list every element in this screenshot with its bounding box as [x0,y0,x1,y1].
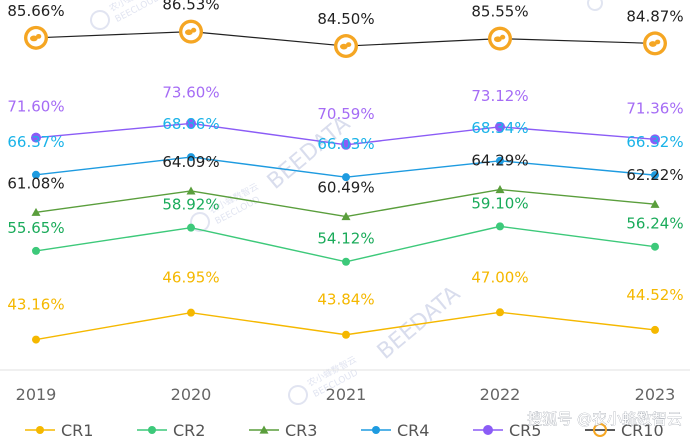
legend-item-cr4[interactable]: CR4 [361,421,429,440]
data-label-cr2-2019: 55.65% [7,219,64,237]
legend-item-cr1[interactable]: CR1 [25,421,93,440]
x-tick-2019: 2019 [16,385,57,404]
data-label-cr2-2021: 54.12% [317,230,374,248]
point-cr10-2020 [179,19,203,44]
point-cr2-2022 [496,222,504,231]
point-cr2-2020 [187,223,195,232]
x-tick-2021: 2021 [326,385,367,404]
data-label-cr3-2023: 62.22% [626,166,683,184]
legend-item-cr2[interactable]: CR2 [137,421,205,440]
series-cr5 [31,118,660,150]
point-cr4-2021 [342,173,350,182]
data-label-cr4-2020: 68.86% [162,115,219,133]
point-cr1-2023 [651,325,659,334]
point-cr4-2020 [187,153,195,162]
series-cr10 [24,19,667,59]
point-cr3-2022 [495,185,505,194]
point-cr5-2022 [495,121,505,132]
data-label-cr5-2020: 73.60% [162,83,219,101]
point-cr1-2022 [496,308,504,317]
data-label-cr2-2020: 58.92% [162,196,219,214]
data-label-cr1-2022: 47.00% [471,268,528,286]
point-cr3-2019 [31,207,41,216]
legend-item-cr10[interactable]: CR10 [585,421,664,440]
point-cr1-2019 [32,335,40,344]
data-label-cr10-2019: 85.66% [7,2,64,20]
data-label-cr10-2023: 84.87% [626,7,683,25]
legend-label-cr1: CR1 [61,421,93,440]
series-cr1 [32,308,659,344]
legend-label-cr3: CR3 [285,421,317,440]
legend-label-cr5: CR5 [509,421,541,440]
x-tick-2020: 2020 [171,385,212,404]
data-label-cr5-2023: 71.36% [626,99,683,117]
point-cr5-2023 [650,134,660,145]
data-label-cr1-2021: 43.84% [317,291,374,309]
watermark-logo-corner [587,0,603,12]
point-cr1-2021 [342,330,350,339]
legend-marker-cr10 [593,423,607,437]
point-cr3-2020 [186,186,196,195]
point-cr10-2023 [643,31,667,56]
legend-label-cr10: CR10 [621,421,664,440]
point-cr2-2019 [32,246,40,255]
data-label-cr4-2019: 66.37% [7,133,64,151]
point-cr4-2022 [496,156,504,165]
x-tick-2022: 2022 [480,385,521,404]
series-cr2 [32,222,659,266]
legend-label-cr4: CR4 [397,421,429,440]
data-label-cr4-2023: 66.32% [626,133,683,151]
data-label-cr1-2019: 43.16% [7,296,64,314]
data-label-cr3-2022: 64.29% [471,152,528,170]
data-label-cr1-2023: 44.52% [626,286,683,304]
legend-item-cr5[interactable]: CR5 [473,421,541,440]
point-cr5-2019 [31,132,41,143]
watermark-beedata-2: BEEDATA [373,281,465,364]
point-cr10-2019 [24,25,48,50]
legend-marker-cr4 [372,426,380,434]
series-cr3 [31,185,660,221]
data-label-cr3-2021: 60.49% [317,179,374,197]
legend-label-cr2: CR2 [173,421,205,440]
data-label-cr5-2022: 73.12% [471,87,528,105]
data-label-cr2-2023: 56.24% [626,215,683,233]
data-label-cr4-2022: 68.34% [471,119,528,137]
legend-item-cr3[interactable]: CR3 [249,421,317,440]
data-label-cr5-2021: 70.59% [317,105,374,123]
data-label-cr5-2019: 71.60% [7,98,64,116]
data-label-cr10-2022: 85.55% [471,3,528,21]
data-label-cr1-2020: 46.95% [162,269,219,287]
point-cr3-2021 [341,212,351,221]
point-cr5-2021 [341,139,351,150]
legend-marker-cr5 [483,425,493,435]
point-cr5-2020 [186,118,196,129]
series-layer [24,19,667,344]
series-cr4 [32,153,659,182]
point-cr4-2023 [651,171,659,180]
data-label-cr3-2020: 64.09% [162,153,219,171]
legend-marker-cr2 [148,426,156,434]
data-label-cr2-2022: 59.10% [471,194,528,212]
point-cr10-2022 [488,26,512,51]
legend: CR1 CR2 CR3 CR4 CR5 CR10 [25,421,664,440]
data-label-cr3-2019: 61.08% [7,174,64,192]
data-label-cr4-2021: 66.03% [317,135,374,153]
point-cr2-2023 [651,242,659,251]
legend-marker-cr3 [259,425,269,434]
data-label-layer: 43.16% 46.95% 43.84% 47.00% 44.52% 55.65% 58.9… [7,0,683,314]
watermark-logo-top: 农小蜂数智云 BEECLOUD [90,0,162,30]
x-tick-2023: 2023 [635,385,676,404]
x-axis-ticks: 2019 2020 2021 2022 2023 [16,385,676,404]
point-cr2-2021 [342,257,350,266]
legend-marker-cr1 [36,426,44,434]
point-cr3-2023 [650,199,660,208]
data-label-cr10-2021: 84.50% [317,10,374,28]
data-label-cr10-2020: 86.53% [162,0,219,14]
point-cr10-2021 [334,34,358,59]
footer-watermark: 搜狐号 @农小蜂数智云 [527,410,682,428]
point-cr4-2019 [32,170,40,179]
point-cr1-2020 [187,308,195,317]
